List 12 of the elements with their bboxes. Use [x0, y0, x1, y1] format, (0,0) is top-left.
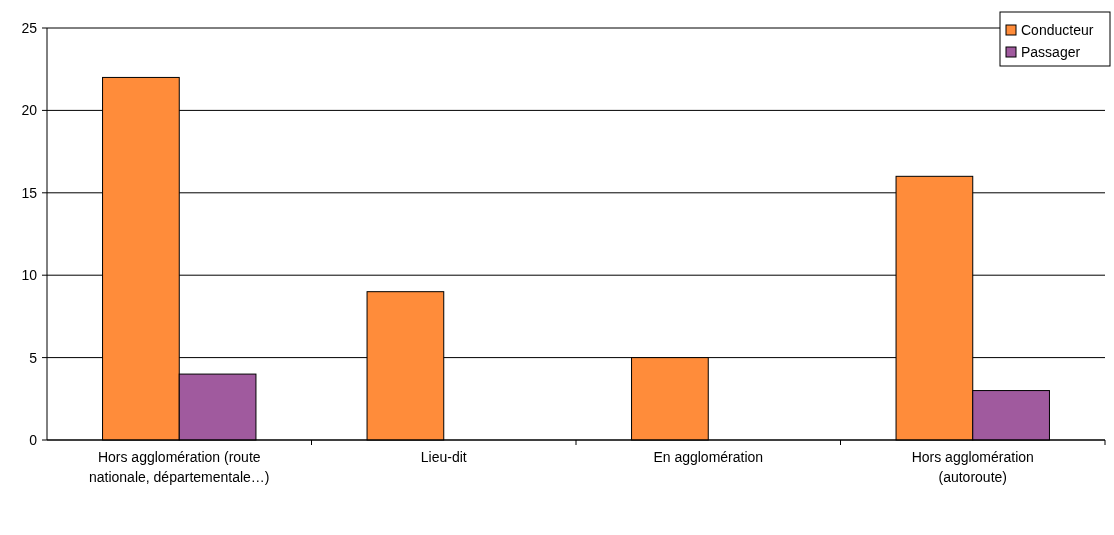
- y-tick-label: 10: [21, 267, 38, 284]
- x-tick-label: Hors agglomération (autoroute): [911, 449, 1034, 485]
- y-tick-label: 25: [21, 19, 38, 36]
- y-tick-label: 20: [21, 102, 38, 119]
- x-tick-label: En agglomération: [653, 449, 764, 465]
- legend-label: Conducteur: [1021, 21, 1094, 38]
- x-tick-label: Hors agglomération (route nationale, départementale…): [88, 449, 270, 485]
- y-tick-label: 5: [29, 349, 38, 366]
- y-tick-label: 0: [29, 431, 38, 448]
- y-tick-label: 15: [21, 184, 38, 201]
- legend-label: Passager: [1021, 43, 1081, 60]
- x-tick-label: Lieu-dit: [420, 449, 467, 465]
